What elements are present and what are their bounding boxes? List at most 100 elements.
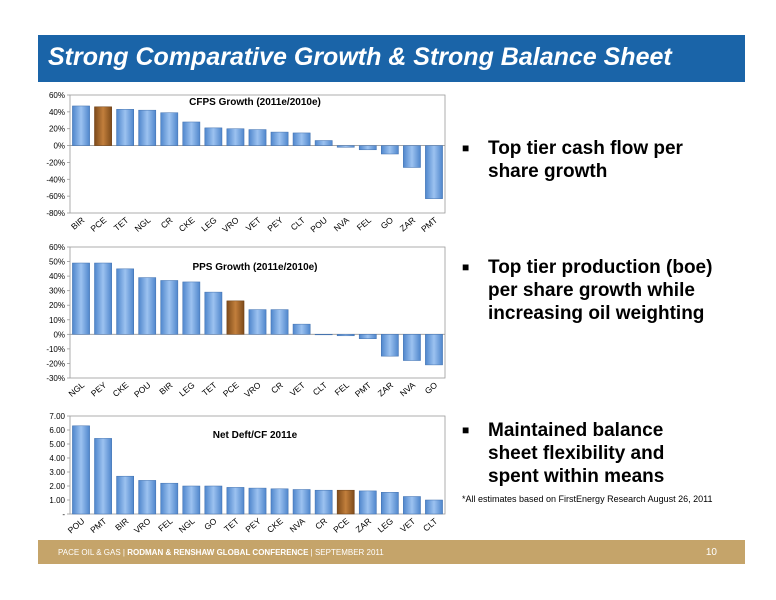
x-tick-label: VET <box>288 380 307 398</box>
x-tick-label: FEL <box>333 380 352 398</box>
bar-go <box>204 485 223 515</box>
x-tick-label: PMT <box>419 215 439 234</box>
x-tick-label: ZAR <box>376 380 395 399</box>
bullet-text: Maintained balance sheet flexibility and… <box>488 420 665 487</box>
x-tick-label: PCE <box>331 516 351 535</box>
bar-cke <box>182 121 201 146</box>
bar-vet <box>403 496 421 515</box>
x-tick-label: PMT <box>88 516 108 535</box>
x-tick-label: GO <box>202 516 219 532</box>
bar-fel <box>358 145 377 151</box>
footer-text: PACE OIL & GAS | RODMAN & RENSHAW GLOBAL… <box>58 548 384 557</box>
bar-vro <box>248 309 267 335</box>
y-tick-label: -20% <box>46 359 65 368</box>
x-tick-label: NGL <box>133 215 153 234</box>
x-tick-label: CR <box>159 215 175 231</box>
pps-growth-chart: 60% 50% 40% 30% 20% 10% 0% -10% -20% -30%NGL PEY CK… <box>46 243 446 400</box>
x-tick-label: BIR <box>113 516 130 533</box>
bullet-square-icon: ■ <box>462 423 470 437</box>
x-tick-label: FEL <box>156 516 175 534</box>
x-tick-label: LEG <box>199 215 218 234</box>
bar-leg <box>204 127 223 146</box>
y-tick-label: 30% <box>49 287 65 296</box>
bar-bir <box>160 280 179 335</box>
y-tick-label: 10% <box>49 316 65 325</box>
bar-cke <box>116 268 135 335</box>
x-tick-label: FEL <box>355 215 374 233</box>
x-tick-label: VET <box>244 215 263 233</box>
x-tick-label: BIR <box>157 380 174 397</box>
bar-fel <box>336 334 355 337</box>
bar-clt <box>314 334 333 336</box>
bullet-text: Top tier cash flow per share growth <box>488 138 683 182</box>
bar-go <box>425 334 443 366</box>
y-tick-label: 60% <box>49 243 65 252</box>
x-tick-label: ZAR <box>354 516 373 535</box>
y-tick-label: 40% <box>49 108 65 117</box>
plot-area <box>69 246 446 379</box>
bar-leg <box>381 492 399 515</box>
bar-ngl <box>182 485 201 515</box>
footer-company: PACE OIL & GAS <box>58 548 121 557</box>
x-tick-label: CKE <box>111 380 131 399</box>
y-tick-label: -20% <box>46 158 65 167</box>
x-tick-label: NVA <box>332 215 352 234</box>
bar-vet <box>248 129 267 146</box>
x-tick-label: PCE <box>89 215 109 234</box>
page-title: Strong Comparative Growth & Strong Balan… <box>48 43 672 71</box>
footer-separator: | <box>310 548 313 557</box>
y-tick-label: 7.00 <box>49 412 65 421</box>
bullet-square-icon: ■ <box>462 141 470 155</box>
bar-cr <box>160 112 179 146</box>
bar-vro <box>138 480 157 515</box>
x-tick-label: POU <box>308 215 329 235</box>
y-tick-label: -80% <box>46 209 65 218</box>
y-tick-label: 20% <box>49 301 65 310</box>
chart-title: PPS Growth (2011e/2010e) <box>192 262 317 273</box>
bar-pmt <box>94 438 112 515</box>
x-tick-label: TET <box>200 380 219 398</box>
x-tick-label: CLT <box>311 380 329 398</box>
y-tick-label: -60% <box>46 192 65 201</box>
x-tick-label: NVA <box>288 516 308 535</box>
x-tick-label: LEG <box>177 380 196 399</box>
bar-cr <box>314 489 333 515</box>
footer-bar: PACE OIL & GAS | RODMAN & RENSHAW GLOBAL… <box>38 540 745 564</box>
x-tick-label: CR <box>269 380 285 396</box>
bar-vet <box>292 323 311 335</box>
bar-zar <box>358 490 377 515</box>
bar-vro <box>226 128 245 146</box>
bar-nva <box>292 489 311 515</box>
bar-tet <box>226 487 245 515</box>
x-tick-label: NGL <box>177 516 197 535</box>
footer-separator: | <box>122 548 125 557</box>
x-tick-label: VRO <box>242 380 263 400</box>
bar-clt <box>292 132 311 146</box>
bar-pey <box>94 262 112 335</box>
y-tick-label: 0% <box>53 142 65 151</box>
y-tick-label: -10% <box>46 345 65 354</box>
y-tick-label: 5.00 <box>49 440 65 449</box>
bullet-square-icon: ■ <box>462 260 470 274</box>
y-tick-label: 4.00 <box>49 454 65 463</box>
y-tick-label: -40% <box>46 175 65 184</box>
title-bar: Strong Comparative Growth & Strong Balan… <box>38 35 745 82</box>
bar-zar <box>403 145 421 168</box>
net-debt-cf-chart: 7.00 6.00 5.00 4.00 3.00 2.00 1.00 -POU PMT BIR VR… <box>49 412 446 536</box>
chart-title: Net Deft/CF 2011e <box>213 430 298 441</box>
bar-pce <box>94 106 112 146</box>
bar-pou <box>314 140 333 146</box>
bar-pce <box>226 300 245 335</box>
x-tick-label: GO <box>423 380 440 396</box>
bar-nva <box>336 145 355 148</box>
x-tick-label: CLT <box>289 215 307 233</box>
y-tick-label: 50% <box>49 258 65 267</box>
x-tick-label: VRO <box>132 516 153 536</box>
bar-pmt <box>358 334 377 339</box>
x-tick-label: CKE <box>265 516 285 535</box>
bar-pey <box>270 131 289 146</box>
y-tick-label: 2.00 <box>49 482 65 491</box>
x-tick-label: TET <box>222 516 241 534</box>
footer-date: SEPTEMBER 2011 <box>314 548 384 557</box>
plot-area <box>69 94 446 214</box>
